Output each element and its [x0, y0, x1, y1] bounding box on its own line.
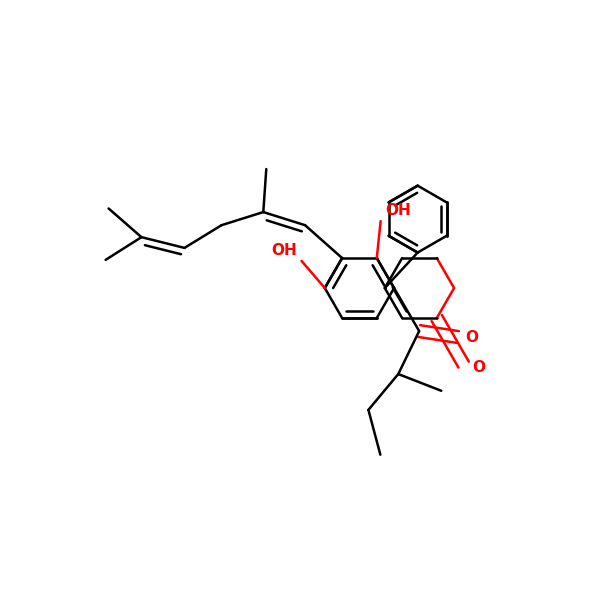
Text: OH: OH	[385, 203, 411, 218]
Text: O: O	[473, 360, 485, 375]
Text: O: O	[465, 329, 478, 344]
Text: OH: OH	[271, 243, 297, 258]
